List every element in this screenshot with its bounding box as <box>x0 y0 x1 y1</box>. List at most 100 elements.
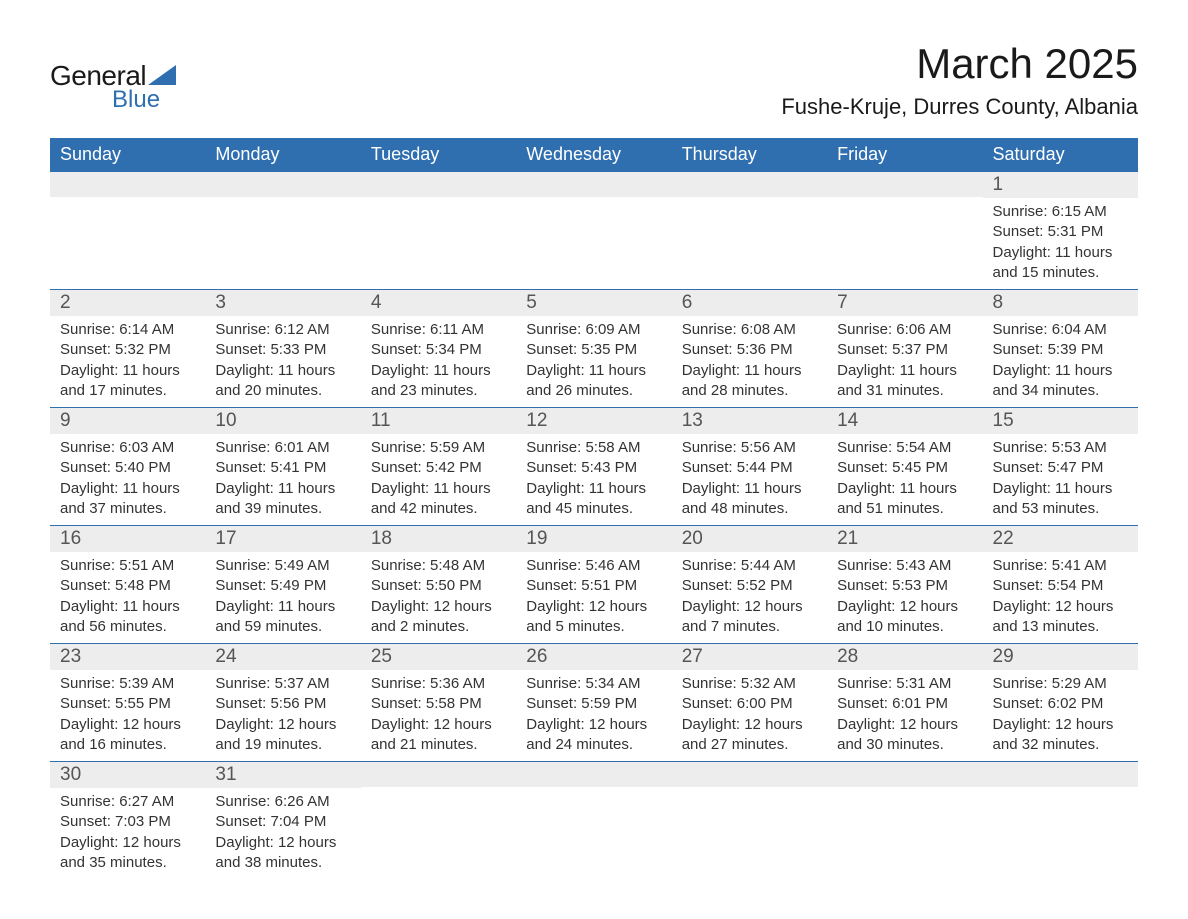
day-number <box>516 762 671 787</box>
day-details: Sunrise: 5:36 AMSunset: 5:58 PMDaylight:… <box>361 670 516 761</box>
weekday-header: Sunday <box>50 138 205 172</box>
day-details: Sunrise: 5:46 AMSunset: 5:51 PMDaylight:… <box>516 552 671 643</box>
sunset-line: Sunset: 5:47 PM <box>993 458 1128 478</box>
day-number: 21 <box>827 526 982 552</box>
sunrise-line: Sunrise: 6:04 AM <box>993 320 1128 340</box>
day-details: Sunrise: 5:34 AMSunset: 5:59 PMDaylight:… <box>516 670 671 761</box>
sunset-line: Sunset: 5:33 PM <box>215 340 350 360</box>
day-number <box>983 762 1138 787</box>
calendar-day-cell <box>50 172 205 290</box>
sunrise-line: Sunrise: 6:27 AM <box>60 792 195 812</box>
day-details: Sunrise: 5:32 AMSunset: 6:00 PMDaylight:… <box>672 670 827 761</box>
sunset-line: Sunset: 5:34 PM <box>371 340 506 360</box>
daylight-line: Daylight: 12 hours and 38 minutes. <box>215 833 350 874</box>
sunset-line: Sunset: 5:43 PM <box>526 458 661 478</box>
sunset-line: Sunset: 5:53 PM <box>837 576 972 596</box>
day-number: 28 <box>827 644 982 670</box>
sunrise-line: Sunrise: 6:06 AM <box>837 320 972 340</box>
sunrise-line: Sunrise: 6:03 AM <box>60 438 195 458</box>
sunset-line: Sunset: 5:35 PM <box>526 340 661 360</box>
day-number: 31 <box>205 762 360 788</box>
sunrise-line: Sunrise: 5:59 AM <box>371 438 506 458</box>
sunrise-line: Sunrise: 6:15 AM <box>993 202 1128 222</box>
sunrise-line: Sunrise: 5:29 AM <box>993 674 1128 694</box>
daylight-line: Daylight: 11 hours and 26 minutes. <box>526 361 661 402</box>
day-details: Sunrise: 5:54 AMSunset: 5:45 PMDaylight:… <box>827 434 982 525</box>
calendar-day-cell <box>983 762 1138 880</box>
day-details: Sunrise: 5:44 AMSunset: 5:52 PMDaylight:… <box>672 552 827 643</box>
day-details: Sunrise: 6:14 AMSunset: 5:32 PMDaylight:… <box>50 316 205 407</box>
day-details: Sunrise: 6:09 AMSunset: 5:35 PMDaylight:… <box>516 316 671 407</box>
calendar-day-cell: 19Sunrise: 5:46 AMSunset: 5:51 PMDayligh… <box>516 526 671 644</box>
day-number: 9 <box>50 408 205 434</box>
sunset-line: Sunset: 5:39 PM <box>993 340 1128 360</box>
calendar-day-cell: 20Sunrise: 5:44 AMSunset: 5:52 PMDayligh… <box>672 526 827 644</box>
sunset-line: Sunset: 5:32 PM <box>60 340 195 360</box>
day-number <box>827 172 982 197</box>
sunrise-line: Sunrise: 6:09 AM <box>526 320 661 340</box>
calendar-day-cell <box>827 762 982 880</box>
calendar-week-row: 9Sunrise: 6:03 AMSunset: 5:40 PMDaylight… <box>50 408 1138 526</box>
sunrise-line: Sunrise: 5:37 AM <box>215 674 350 694</box>
title-block: March 2025 Fushe-Kruje, Durres County, A… <box>781 40 1138 120</box>
daylight-line: Daylight: 11 hours and 56 minutes. <box>60 597 195 638</box>
day-number: 23 <box>50 644 205 670</box>
day-details: Sunrise: 6:27 AMSunset: 7:03 PMDaylight:… <box>50 788 205 879</box>
sunrise-line: Sunrise: 5:58 AM <box>526 438 661 458</box>
sunset-line: Sunset: 5:45 PM <box>837 458 972 478</box>
weekday-header-row: Sunday Monday Tuesday Wednesday Thursday… <box>50 138 1138 172</box>
sunrise-line: Sunrise: 5:44 AM <box>682 556 817 576</box>
sunrise-line: Sunrise: 5:49 AM <box>215 556 350 576</box>
day-number: 3 <box>205 290 360 316</box>
day-number: 13 <box>672 408 827 434</box>
day-number: 26 <box>516 644 671 670</box>
day-details: Sunrise: 6:04 AMSunset: 5:39 PMDaylight:… <box>983 316 1138 407</box>
day-details: Sunrise: 5:53 AMSunset: 5:47 PMDaylight:… <box>983 434 1138 525</box>
daylight-line: Daylight: 12 hours and 35 minutes. <box>60 833 195 874</box>
sunset-line: Sunset: 5:51 PM <box>526 576 661 596</box>
calendar-day-cell: 7Sunrise: 6:06 AMSunset: 5:37 PMDaylight… <box>827 290 982 408</box>
sunset-line: Sunset: 5:48 PM <box>60 576 195 596</box>
sunrise-line: Sunrise: 5:41 AM <box>993 556 1128 576</box>
sunrise-line: Sunrise: 6:08 AM <box>682 320 817 340</box>
page-header: General Blue March 2025 Fushe-Kruje, Dur… <box>50 40 1138 120</box>
day-number <box>50 172 205 197</box>
sunset-line: Sunset: 5:49 PM <box>215 576 350 596</box>
sunset-line: Sunset: 6:00 PM <box>682 694 817 714</box>
calendar-day-cell: 13Sunrise: 5:56 AMSunset: 5:44 PMDayligh… <box>672 408 827 526</box>
calendar-week-row: 16Sunrise: 5:51 AMSunset: 5:48 PMDayligh… <box>50 526 1138 644</box>
calendar-day-cell: 25Sunrise: 5:36 AMSunset: 5:58 PMDayligh… <box>361 644 516 762</box>
sunset-line: Sunset: 5:54 PM <box>993 576 1128 596</box>
calendar-day-cell: 15Sunrise: 5:53 AMSunset: 5:47 PMDayligh… <box>983 408 1138 526</box>
day-number: 12 <box>516 408 671 434</box>
weekday-header: Saturday <box>983 138 1138 172</box>
sunrise-line: Sunrise: 5:31 AM <box>837 674 972 694</box>
brand-triangle-icon <box>148 65 176 85</box>
sunrise-line: Sunrise: 6:26 AM <box>215 792 350 812</box>
calendar-day-cell: 6Sunrise: 6:08 AMSunset: 5:36 PMDaylight… <box>672 290 827 408</box>
day-number <box>205 172 360 197</box>
sunrise-line: Sunrise: 6:14 AM <box>60 320 195 340</box>
day-number: 19 <box>516 526 671 552</box>
sunrise-line: Sunrise: 5:56 AM <box>682 438 817 458</box>
day-number: 11 <box>361 408 516 434</box>
day-number <box>827 762 982 787</box>
day-number: 7 <box>827 290 982 316</box>
daylight-line: Daylight: 11 hours and 39 minutes. <box>215 479 350 520</box>
calendar-day-cell: 1Sunrise: 6:15 AMSunset: 5:31 PMDaylight… <box>983 172 1138 290</box>
day-details: Sunrise: 6:06 AMSunset: 5:37 PMDaylight:… <box>827 316 982 407</box>
calendar-week-row: 1Sunrise: 6:15 AMSunset: 5:31 PMDaylight… <box>50 172 1138 290</box>
day-details: Sunrise: 5:58 AMSunset: 5:43 PMDaylight:… <box>516 434 671 525</box>
calendar-day-cell: 2Sunrise: 6:14 AMSunset: 5:32 PMDaylight… <box>50 290 205 408</box>
daylight-line: Daylight: 11 hours and 51 minutes. <box>837 479 972 520</box>
calendar-table: Sunday Monday Tuesday Wednesday Thursday… <box>50 138 1138 879</box>
calendar-day-cell <box>672 762 827 880</box>
calendar-day-cell: 24Sunrise: 5:37 AMSunset: 5:56 PMDayligh… <box>205 644 360 762</box>
sunset-line: Sunset: 5:31 PM <box>993 222 1128 242</box>
day-number: 27 <box>672 644 827 670</box>
sunset-line: Sunset: 5:41 PM <box>215 458 350 478</box>
day-details: Sunrise: 6:01 AMSunset: 5:41 PMDaylight:… <box>205 434 360 525</box>
calendar-day-cell: 14Sunrise: 5:54 AMSunset: 5:45 PMDayligh… <box>827 408 982 526</box>
sunrise-line: Sunrise: 5:36 AM <box>371 674 506 694</box>
day-details: Sunrise: 6:15 AMSunset: 5:31 PMDaylight:… <box>983 198 1138 289</box>
